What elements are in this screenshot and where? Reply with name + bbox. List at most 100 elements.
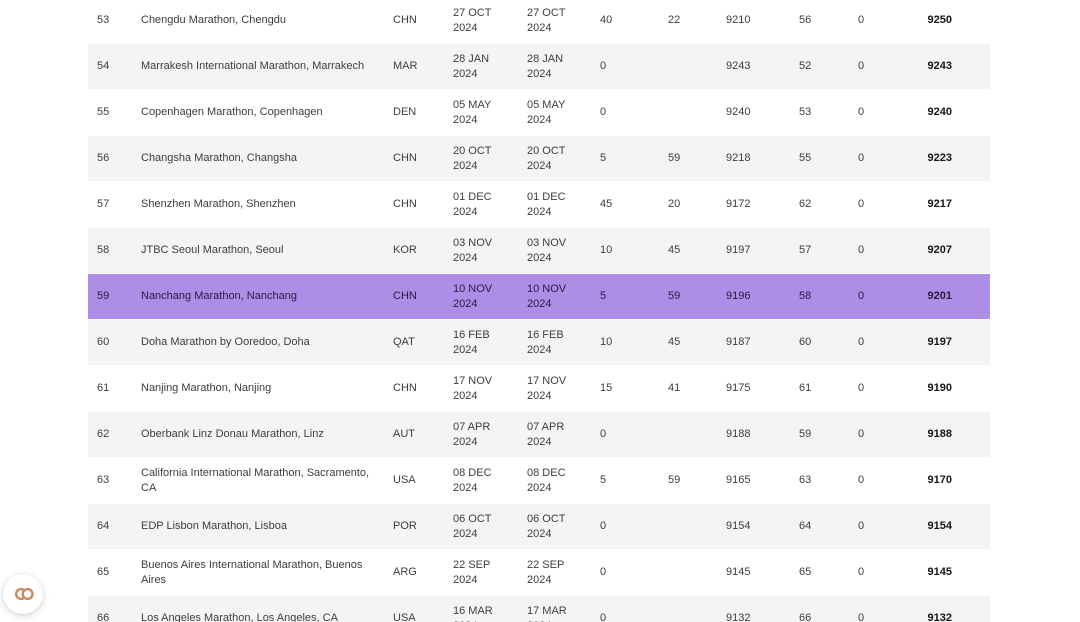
num-col-4-cell: 52: [799, 60, 812, 72]
table-row[interactable]: 54 Marrakesh International Marathon, Mar…: [88, 44, 990, 90]
table-row[interactable]: 61 Nanjing Marathon, Nanjing CHN 17 NOV …: [88, 366, 990, 412]
num-col-4-cell: 58: [799, 290, 812, 302]
date-from-cell: 28 JAN 2024: [453, 52, 490, 80]
date-to-cell: 06 OCT 2024: [527, 512, 566, 540]
num-col-5-cell: 0: [858, 428, 865, 440]
rank-cell: 64: [97, 520, 110, 532]
co-link-icon: [11, 586, 35, 602]
table-row[interactable]: 65 Buenos Aires International Marathon, …: [88, 550, 990, 596]
date-from-cell: 07 APR 2024: [453, 420, 491, 448]
table-row[interactable]: 62 Oberbank Linz Donau Marathon, Linz AU…: [88, 412, 990, 458]
date-from-cell: 08 DEC 2024: [453, 466, 492, 494]
country-code-cell: CHN: [393, 14, 417, 26]
num-col-5-cell: 0: [858, 336, 865, 348]
num-col-4-cell: 66: [799, 612, 812, 622]
num-col-5-cell: 0: [858, 152, 865, 164]
total-score-cell: 9170: [927, 474, 952, 486]
num-col-2-cell: 20: [668, 198, 681, 210]
date-to-cell: 10 NOV 2024: [527, 282, 567, 310]
competition-name-cell: Los Angeles Marathon, Los Angeles, CA: [141, 612, 338, 622]
num-col-4-cell: 60: [799, 336, 812, 348]
country-code-cell: USA: [393, 612, 416, 622]
rank-cell: 57: [97, 198, 110, 210]
num-col-1-cell: 0: [600, 106, 607, 118]
num-col-3-cell: 9154: [726, 520, 751, 532]
rank-cell: 62: [97, 428, 110, 440]
rank-cell: 65: [97, 566, 110, 578]
num-col-5-cell: 0: [858, 474, 865, 486]
total-score-cell: 9217: [927, 198, 952, 210]
num-col-5-cell: 0: [858, 566, 865, 578]
date-from-cell: 16 FEB 2024: [453, 328, 490, 356]
competition-name-cell: Changsha Marathon, Changsha: [141, 152, 297, 164]
num-col-4-cell: 63: [799, 474, 812, 486]
total-score-cell: 9132: [927, 612, 952, 622]
date-from-cell: 03 NOV 2024: [453, 236, 493, 264]
num-col-5-cell: 0: [858, 198, 865, 210]
table-row[interactable]: 66 Los Angeles Marathon, Los Angeles, CA…: [88, 596, 990, 622]
num-col-5-cell: 0: [858, 106, 865, 118]
competition-name-cell: Doha Marathon by Ooredoo, Doha: [141, 336, 310, 348]
date-from-cell: 05 MAY 2024: [453, 98, 492, 126]
competition-name-cell: Nanchang Marathon, Nanchang: [141, 290, 297, 302]
country-code-cell: AUT: [393, 428, 415, 440]
date-from-cell: 16 MAR 2024: [453, 604, 493, 622]
competition-name-cell: California International Marathon, Sacra…: [141, 466, 370, 494]
num-col-2-cell: 59: [668, 474, 681, 486]
floating-widget-button[interactable]: [3, 574, 43, 614]
num-col-4-cell: 64: [799, 520, 812, 532]
rank-cell: 55: [97, 106, 110, 118]
num-col-4-cell: 65: [799, 566, 812, 578]
num-col-5-cell: 0: [858, 520, 865, 532]
table-row[interactable]: 53 Chengdu Marathon, Chengdu CHN 27 OCT …: [88, 0, 990, 44]
num-col-4-cell: 55: [799, 152, 812, 164]
total-score-cell: 9223: [927, 152, 952, 164]
total-score-cell: 9190: [927, 382, 952, 394]
date-to-cell: 17 NOV 2024: [527, 374, 567, 402]
num-col-1-cell: 40: [600, 14, 613, 26]
num-col-2-cell: 59: [668, 290, 681, 302]
table-row[interactable]: 64 EDP Lisbon Marathon, Lisboa POR 06 OC…: [88, 504, 990, 550]
date-from-cell: 20 OCT 2024: [453, 144, 492, 172]
country-code-cell: DEN: [393, 106, 417, 118]
total-score-cell: 9243: [927, 60, 952, 72]
country-code-cell: ARG: [393, 566, 417, 578]
date-to-cell: 17 MAR 2024: [527, 604, 567, 622]
num-col-3-cell: 9145: [726, 566, 751, 578]
date-to-cell: 07 APR 2024: [527, 420, 565, 448]
table-row[interactable]: 56 Changsha Marathon, Changsha CHN 20 OC…: [88, 136, 990, 182]
num-col-4-cell: 53: [799, 106, 812, 118]
table-row[interactable]: 60 Doha Marathon by Ooredoo, Doha QAT 16…: [88, 320, 990, 366]
total-score-cell: 9188: [927, 428, 952, 440]
date-from-cell: 01 DEC 2024: [453, 190, 492, 218]
num-col-1-cell: 45: [600, 198, 613, 210]
date-to-cell: 08 DEC 2024: [527, 466, 566, 494]
total-score-cell: 9207: [927, 244, 952, 256]
table-row[interactable]: 57 Shenzhen Marathon, Shenzhen CHN 01 DE…: [88, 182, 990, 228]
num-col-4-cell: 56: [799, 14, 812, 26]
num-col-5-cell: 0: [858, 60, 865, 72]
competition-name-cell: Copenhagen Marathon, Copenhagen: [141, 106, 323, 118]
date-to-cell: 01 DEC 2024: [527, 190, 566, 218]
table-row[interactable]: 58 JTBC Seoul Marathon, Seoul KOR 03 NOV…: [88, 228, 990, 274]
num-col-2-cell: 45: [668, 336, 681, 348]
rank-cell: 63: [97, 474, 110, 486]
date-to-cell: 03 NOV 2024: [527, 236, 567, 264]
table-row[interactable]: 59 Nanchang Marathon, Nanchang CHN 10 NO…: [88, 274, 990, 320]
rank-cell: 66: [97, 612, 110, 622]
rank-cell: 54: [97, 60, 110, 72]
competition-name-cell: JTBC Seoul Marathon, Seoul: [141, 244, 284, 256]
date-from-cell: 27 OCT 2024: [453, 6, 492, 34]
num-col-1-cell: 10: [600, 244, 613, 256]
table-row[interactable]: 55 Copenhagen Marathon, Copenhagen DEN 0…: [88, 90, 990, 136]
num-col-1-cell: 0: [600, 612, 607, 622]
country-code-cell: CHN: [393, 152, 417, 164]
num-col-4-cell: 57: [799, 244, 812, 256]
table-row[interactable]: 63 California International Marathon, Sa…: [88, 458, 990, 504]
competition-name-cell: Oberbank Linz Donau Marathon, Linz: [141, 428, 324, 440]
num-col-3-cell: 9240: [726, 106, 751, 118]
rank-cell: 58: [97, 244, 110, 256]
competition-name-cell: Marrakesh International Marathon, Marrak…: [141, 60, 365, 72]
num-col-1-cell: 5: [600, 474, 607, 486]
